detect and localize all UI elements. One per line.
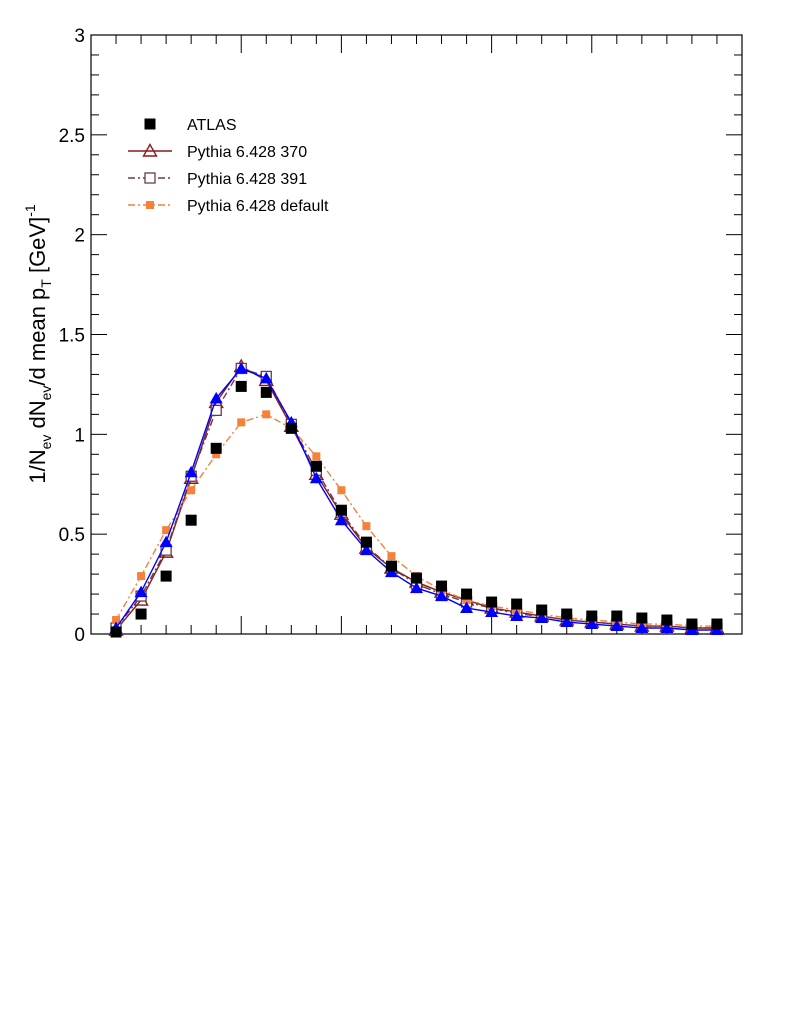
data-point — [611, 610, 623, 622]
data-point — [334, 513, 348, 526]
data-point — [585, 617, 599, 630]
data-point — [210, 404, 222, 417]
data-point — [212, 450, 221, 459]
data-point — [362, 522, 371, 531]
data-point — [137, 572, 146, 581]
data-point — [636, 612, 648, 624]
data-point — [335, 504, 347, 516]
y-tick-label: 1 — [74, 425, 85, 446]
legend-entry-pythia-6-428-391: Pythia 6.428 391 — [128, 171, 307, 188]
x-axis-ticks — [90, 35, 743, 634]
series-line — [115, 413, 717, 627]
data-point — [560, 615, 574, 628]
legend-entry-pythia-6-428-370: Pythia 6.428 370 — [128, 143, 307, 161]
data-point — [661, 614, 673, 626]
data-point — [436, 580, 448, 592]
data-point — [134, 585, 148, 598]
data-point — [235, 380, 247, 392]
legend-label: Pythia 6.428 370 — [187, 144, 307, 161]
data-point — [135, 608, 147, 620]
data-point — [309, 471, 323, 484]
data-point — [209, 391, 223, 404]
data-point — [185, 514, 197, 526]
data-point — [660, 621, 674, 634]
data-point — [360, 536, 372, 548]
legend-marker — [144, 172, 156, 184]
data-point — [160, 570, 172, 582]
data-point — [586, 610, 598, 622]
series-pythia-6-428-370 — [108, 358, 725, 636]
data-point — [112, 616, 121, 625]
data-point — [385, 560, 397, 572]
data-point — [460, 601, 474, 614]
data-point — [162, 526, 171, 535]
legend-marker — [142, 143, 158, 157]
data-point — [210, 442, 222, 454]
legend-label: Pythia 6.428 default — [187, 198, 329, 215]
legend-entry-pythia-6-428-default: Pythia 6.428 default — [128, 198, 329, 215]
legend-marker — [146, 201, 154, 209]
data-point — [237, 418, 246, 427]
data-point — [635, 621, 649, 634]
series-layer — [108, 358, 725, 638]
data-point — [435, 589, 449, 602]
y-tick-label: 0.5 — [59, 525, 85, 546]
data-point — [110, 626, 122, 638]
y-tick-label: 3 — [74, 26, 85, 47]
data-point — [262, 410, 271, 419]
data-point — [561, 608, 573, 620]
data-point — [359, 543, 373, 556]
legend-label: Pythia 6.428 391 — [187, 171, 307, 188]
data-point — [610, 619, 624, 632]
data-point — [410, 581, 423, 594]
data-point — [234, 361, 248, 374]
data-point — [387, 552, 396, 561]
data-point — [184, 465, 198, 478]
data-point — [260, 386, 272, 398]
data-point — [535, 611, 549, 624]
data-point — [187, 486, 196, 495]
y-tick-label: 0 — [74, 625, 85, 646]
legend-marker — [144, 118, 156, 130]
y-tick-label: 2.5 — [59, 126, 85, 147]
y-tick-label: 2 — [74, 226, 85, 247]
data-point — [159, 535, 173, 548]
data-point — [486, 596, 498, 608]
series-atlas — [110, 380, 723, 638]
data-point — [285, 422, 297, 434]
data-point — [462, 596, 471, 605]
data-point — [485, 605, 499, 618]
data-point — [259, 371, 273, 384]
data-point — [510, 609, 524, 622]
legend: ATLAS Pythia 6.428 370 Pythia 6.428 391 Pyt… — [128, 117, 329, 215]
data-point — [310, 460, 322, 472]
legend-label: ATLAS — [187, 117, 237, 134]
legend-entry-atlas: ATLAS — [144, 117, 237, 134]
y-axis-ticks: 0 0.5 1 1.5 2 2.5 3 — [59, 26, 742, 646]
y-tick-label: 1.5 — [59, 326, 85, 347]
data-point — [312, 452, 321, 461]
series-unnamed-blue — [109, 361, 724, 636]
data-point — [411, 572, 422, 584]
data-point — [337, 486, 346, 495]
data-point — [511, 598, 523, 610]
y-axis-title: 1/Nev dNev/d mean pT [GeV]-1 — [22, 204, 54, 484]
data-point — [536, 604, 548, 616]
data-point — [711, 618, 723, 630]
data-point — [686, 618, 698, 630]
data-point — [461, 588, 473, 600]
